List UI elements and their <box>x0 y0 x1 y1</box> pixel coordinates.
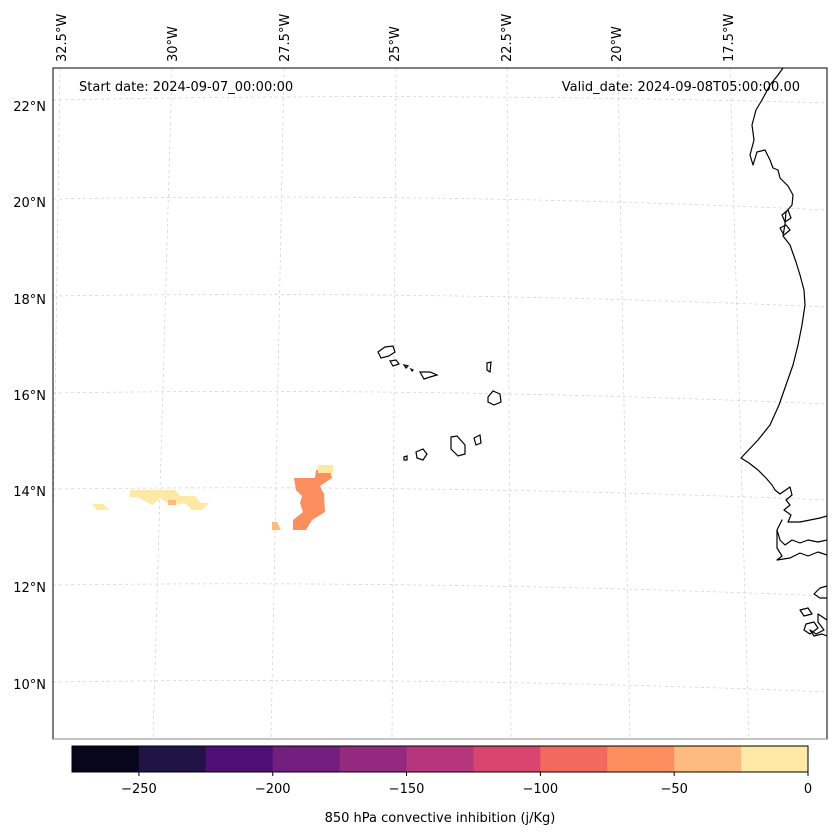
lat-label: 10°N <box>13 678 46 693</box>
colorbar-bin <box>406 746 474 772</box>
cin-region-yellow-far-west <box>92 504 110 510</box>
island-brava <box>403 455 408 461</box>
cin-region-yellow-top <box>318 465 333 473</box>
lat-label: 20°N <box>13 196 46 211</box>
longitude-gridlines <box>53 68 750 739</box>
valid-date-label: Valid_date: 2024-09-08T05:00:00.00 <box>562 80 800 95</box>
coastline-senegal-guinea <box>776 519 827 561</box>
cin-region-lightorange <box>168 500 176 505</box>
latitude-gridlines <box>53 96 827 693</box>
lat-label: 18°N <box>13 293 46 308</box>
colorbar-bin <box>473 746 541 772</box>
lon-label: 30°W <box>166 26 181 62</box>
island-sao-nicolau-main <box>418 371 439 380</box>
cin-shading <box>92 465 333 530</box>
lat-label: 16°N <box>13 389 46 404</box>
start-date-label: Start date: 2024-09-07_00:00:00 <box>79 80 293 95</box>
map-background <box>53 68 827 739</box>
cape-verde-islands <box>377 345 502 461</box>
colorbar-bin <box>72 746 140 772</box>
island-maio <box>473 434 482 446</box>
colorbar-frame <box>71 745 809 773</box>
island-fogo <box>415 448 428 461</box>
island-santiago <box>450 435 466 457</box>
coastline-guinea <box>809 613 827 637</box>
lon-label: 20°W <box>610 26 625 62</box>
coastline-bijagos <box>803 621 819 635</box>
island-boa-vista <box>487 390 502 406</box>
colorbar: −250 −200 −150 −100 −50 0 850 hPa convective … <box>71 745 812 826</box>
map-panel: Start date: 2024-09-07_00:00:00 Valid_da… <box>52 67 828 740</box>
latitude-labels: 22°N 20°N 18°N 16°N 14°N 12°N 10°N <box>13 100 46 693</box>
colorbar-tick-label: −250 <box>121 782 157 797</box>
coastline-banc-darguin <box>781 209 792 223</box>
colorbar-tick-label: −200 <box>255 782 291 797</box>
colorbar-bin <box>540 746 608 772</box>
colorbar-bin <box>674 746 742 772</box>
colorbar-bin <box>741 746 809 772</box>
colorbar-tick-label: −150 <box>389 782 425 797</box>
lon-label: 25°W <box>388 26 403 62</box>
colorbar-bins <box>72 746 809 772</box>
colorbar-tick-label: 0 <box>804 782 812 797</box>
colorbar-tick-label: −100 <box>523 782 559 797</box>
west-africa-coastline <box>740 68 827 637</box>
cin-region-orange <box>293 470 332 530</box>
lat-label: 12°N <box>13 581 46 596</box>
longitude-labels: 32.5°W 30°W 27.5°W 25°W 22.5°W 20°W 17.5… <box>55 14 737 62</box>
island-santo-antao <box>377 345 396 359</box>
colorbar-bin <box>272 746 341 772</box>
lat-label: 14°N <box>13 485 46 500</box>
colorbar-bin <box>138 746 207 772</box>
island-sao-nicolau <box>409 367 415 373</box>
lat-label: 22°N <box>13 100 46 115</box>
lon-label: 32.5°W <box>55 14 70 62</box>
colorbar-bin <box>339 746 408 772</box>
coastline-mauritania-senegal <box>740 68 827 523</box>
colorbar-bin <box>607 746 675 772</box>
coastline-guinea-islands <box>799 607 813 617</box>
coastline-cap-blanc <box>779 224 791 236</box>
coastline-guinea-bissau <box>813 585 827 599</box>
lon-label: 22.5°W <box>500 14 515 62</box>
colorbar-ticks: −250 −200 −150 −100 −50 0 <box>121 772 812 797</box>
colorbar-tick-label: −50 <box>660 782 687 797</box>
lon-label: 17.5°W <box>722 14 737 62</box>
island-sal <box>486 361 492 374</box>
colorbar-bin <box>205 746 274 772</box>
island-santa-luzia <box>402 364 410 369</box>
colorbar-title: 850 hPa convective inhibition (j/Kg) <box>325 811 556 826</box>
island-sao-vicente <box>389 359 400 367</box>
lon-label: 27.5°W <box>278 14 293 62</box>
cin-region-small <box>272 522 281 530</box>
